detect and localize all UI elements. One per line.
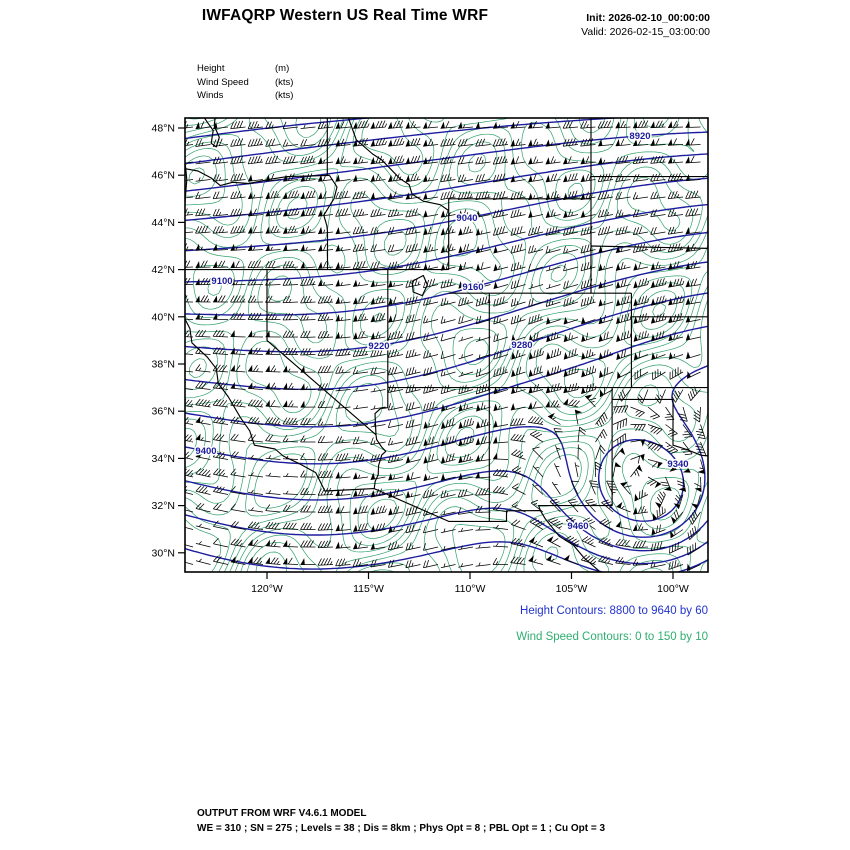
height-contour-9100 — [185, 203, 708, 283]
height-contour-labels: 8920 9040 9100 9160 9220 9280 9340 9400 9460 — [194, 130, 690, 534]
height-contour-label: 8920 — [629, 131, 650, 142]
lat-tick-label: 48°N — [152, 123, 175, 135]
geo-border — [185, 168, 330, 187]
lon-tick-label: 100°W — [657, 583, 689, 595]
height-contour-9220 — [185, 261, 708, 353]
height-contour-label: 9220 — [368, 341, 389, 352]
geo-border — [374, 387, 389, 435]
legend-row-winds: Winds (kts) — [197, 89, 293, 103]
geo-border — [266, 269, 387, 489]
lon-tick-label: 110°W — [455, 583, 486, 595]
run-times: Init: 2026-02-10_00:00:00 Valid: 2026-02… — [500, 11, 710, 39]
lat-tick-label: 34°N — [152, 453, 175, 465]
wind-speed-contour-100 — [640, 290, 678, 330]
wind-speed-contours-caption: Wind Speed Contours: 0 to 150 by 10 — [516, 631, 708, 643]
lat-tick-label: 36°N — [152, 406, 175, 418]
height-contour-9400 — [185, 365, 708, 538]
lon-tick-label: 115°W — [353, 583, 384, 595]
legend-row-wind-speed: Wind Speed (kts) — [197, 76, 293, 90]
wind-speed-contour-0 — [185, 167, 582, 572]
lat-tick-label: 30°N — [152, 547, 175, 559]
height-contours-caption: Height Contours: 8800 to 9640 by 60 — [520, 605, 708, 617]
legend-row-height: Height (m) — [197, 62, 293, 76]
lat-tick-label: 32°N — [152, 500, 175, 512]
lat-tick-label: 46°N — [152, 170, 175, 182]
lat-tick-label: 44°N — [152, 217, 175, 229]
geo-border — [323, 175, 338, 270]
height-contour-9460 — [185, 470, 708, 552]
height-contour-9340 — [185, 325, 708, 522]
init-time-label: Init: 2026-02-10_00:00:00 — [586, 12, 710, 24]
state-borders — [185, 118, 708, 572]
geo-border — [185, 159, 602, 572]
lat-tick-label: 40°N — [152, 311, 175, 323]
height-contour-label: 9280 — [511, 340, 532, 351]
plot-title: IWFAQRP Western US Real Time WRF — [201, 7, 489, 24]
wind-speed-contour-10 — [185, 118, 664, 572]
wind-speed-contour-40 — [185, 118, 708, 572]
lon-tick-label: 120°W — [251, 583, 283, 595]
legend-height-unit: (m) — [275, 63, 290, 74]
geo-border — [411, 274, 428, 297]
model-config-line: WE = 310 ; SN = 275 ; Levels = 38 ; Dis … — [197, 823, 606, 834]
lat-tick-label: 38°N — [152, 359, 175, 371]
valid-time-label: Valid: 2026-02-15_03:00:00 — [581, 26, 710, 38]
geo-border — [326, 118, 330, 176]
wind-speed-contours — [185, 118, 708, 572]
height-contour-label: 9040 — [456, 213, 477, 224]
model-output-line: OUTPUT FROM WRF V4.6.1 MODEL — [197, 808, 367, 819]
height-contour-label: 9340 — [667, 459, 688, 470]
map-legend: Height (m) Wind Speed (kts) Winds (kts) — [197, 62, 293, 103]
height-contour-label: 9400 — [195, 446, 216, 457]
height-contour-label: 9160 — [462, 282, 483, 293]
lon-tick-label: 105°W — [556, 583, 588, 595]
height-contour-label: 9460 — [567, 521, 588, 532]
map-frame — [184, 117, 709, 573]
geo-border — [590, 245, 708, 249]
legend-height-name: Height — [197, 63, 225, 74]
legend-winds-name: Winds — [197, 90, 224, 101]
lat-tick-label: 42°N — [152, 264, 175, 276]
geo-border — [538, 387, 613, 511]
wind-speed-contour-50 — [185, 118, 708, 572]
geo-border — [347, 118, 450, 270]
legend-wind-speed-name: Wind Speed — [197, 76, 249, 88]
legend-winds-unit: (kts) — [275, 90, 294, 101]
height-contour-label: 9100 — [211, 276, 232, 287]
legend-wind-speed-unit: (kts) — [275, 76, 294, 88]
axes: 48°N 46°N 44°N 42°N 40°N 38°N 36°N 34°N 32°N 30°N… — [152, 123, 689, 596]
